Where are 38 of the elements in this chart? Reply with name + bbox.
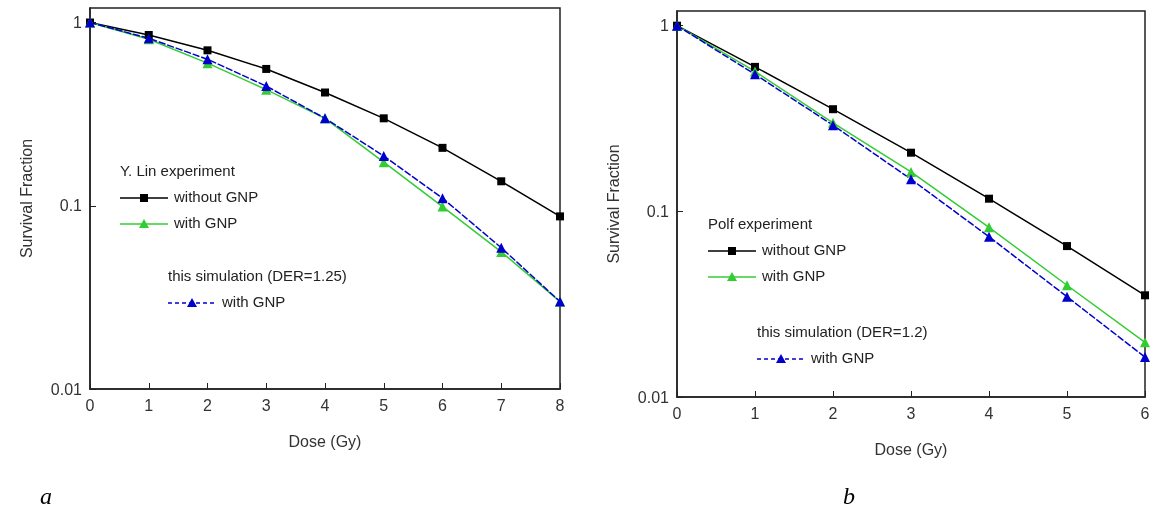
y-tick-label: 0.01 (637, 388, 670, 406)
y-tick-label: 0.1 (59, 197, 83, 215)
annotation: this simulation (DER=1.25) (168, 267, 347, 284)
y-tick-label: 0.1 (646, 202, 670, 220)
x-axis-title: Dose (Gy) (288, 432, 362, 450)
x-tick-label: 0 (85, 396, 95, 414)
annotation: Polf experiment (708, 215, 814, 232)
y-tick-label: 1 (73, 14, 83, 32)
text: a (40, 483, 52, 509)
x-tick-label: 8 (555, 396, 565, 414)
text: b (843, 483, 855, 509)
y-axis-title: Survival Fraction (17, 138, 35, 259)
x-tick-label: 2 (828, 404, 838, 422)
legend-label: with GNP (761, 267, 826, 284)
x-tick-label: 5 (379, 396, 389, 414)
legend-label: with GNP (810, 349, 875, 366)
legend-label: with GNP (221, 293, 286, 310)
annotation: this simulation (DER=1.2) (757, 323, 928, 340)
x-tick-label: 1 (144, 396, 154, 414)
x-tick-label: 3 (261, 396, 271, 414)
annotation: Y. Lin experiment (120, 162, 236, 179)
x-tick-label: 6 (1140, 404, 1150, 422)
x-tick-label: 6 (438, 396, 448, 414)
x-tick-label: 2 (203, 396, 213, 414)
y-tick-label: 0.01 (50, 380, 83, 398)
x-tick-label: 1 (750, 404, 760, 422)
legend-label: without GNP (761, 241, 847, 258)
y-tick-label: 1 (660, 17, 670, 35)
x-tick-label: 4 (984, 404, 994, 422)
x-tick-label: 4 (320, 396, 330, 414)
x-tick-label: 0 (672, 404, 682, 422)
x-axis-title: Dose (Gy) (874, 440, 948, 458)
x-tick-label: 3 (906, 404, 916, 422)
legend-label: with GNP (173, 214, 238, 231)
x-tick-label: 5 (1062, 404, 1072, 422)
x-tick-label: 7 (496, 396, 506, 414)
legend-label: without GNP (173, 188, 259, 205)
y-axis-title: Survival Fraction (604, 144, 622, 264)
